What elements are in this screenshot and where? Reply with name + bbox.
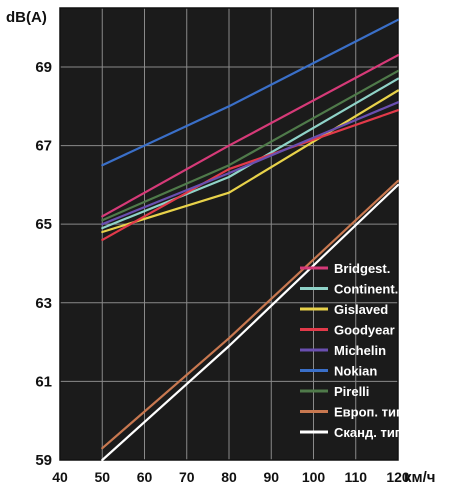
y-axis-label: dB(A) xyxy=(6,9,47,26)
legend-label: Nokian xyxy=(334,364,377,379)
series-line-1 xyxy=(101,77,400,230)
x-tick-label: 90 xyxy=(263,469,279,485)
series-line-4 xyxy=(101,101,400,226)
plot-border xyxy=(59,7,399,461)
y-tick-label: 63 xyxy=(35,295,52,312)
x-axis-label: км/ч xyxy=(404,469,435,486)
legend-label: Gislaved xyxy=(334,302,388,317)
x-tick-label: 120 xyxy=(386,469,410,485)
series-line-7 xyxy=(101,179,400,450)
series-line-3 xyxy=(101,109,400,241)
x-tick-label: 40 xyxy=(52,469,68,485)
y-tick-label: 67 xyxy=(35,138,52,155)
x-tick-label: 80 xyxy=(221,469,237,485)
legend-label: Bridgest. xyxy=(334,261,390,276)
x-tick-label: 100 xyxy=(302,469,326,485)
y-tick-label: 61 xyxy=(35,373,52,390)
x-tick-label: 60 xyxy=(137,469,153,485)
legend-label: Goodyear xyxy=(334,323,395,338)
series-line-2 xyxy=(101,89,400,234)
y-tick-label: 65 xyxy=(35,216,52,233)
legend-label: Michelin xyxy=(334,343,386,358)
x-tick-label: 110 xyxy=(344,469,367,485)
x-tick-label: 50 xyxy=(94,469,110,485)
series-line-5 xyxy=(101,18,400,167)
legend-label: Pirelli xyxy=(334,384,369,399)
series-line-6 xyxy=(101,69,400,222)
series-line-0 xyxy=(101,54,400,218)
y-tick-label: 59 xyxy=(35,452,52,469)
legend-label: Continent. xyxy=(334,282,398,297)
series-line-8 xyxy=(101,183,400,462)
y-tick-label: 69 xyxy=(35,59,52,76)
legend-label: Сканд. тип xyxy=(334,425,403,440)
x-tick-label: 70 xyxy=(179,469,195,485)
legend-label: Европ. тип xyxy=(334,405,404,420)
